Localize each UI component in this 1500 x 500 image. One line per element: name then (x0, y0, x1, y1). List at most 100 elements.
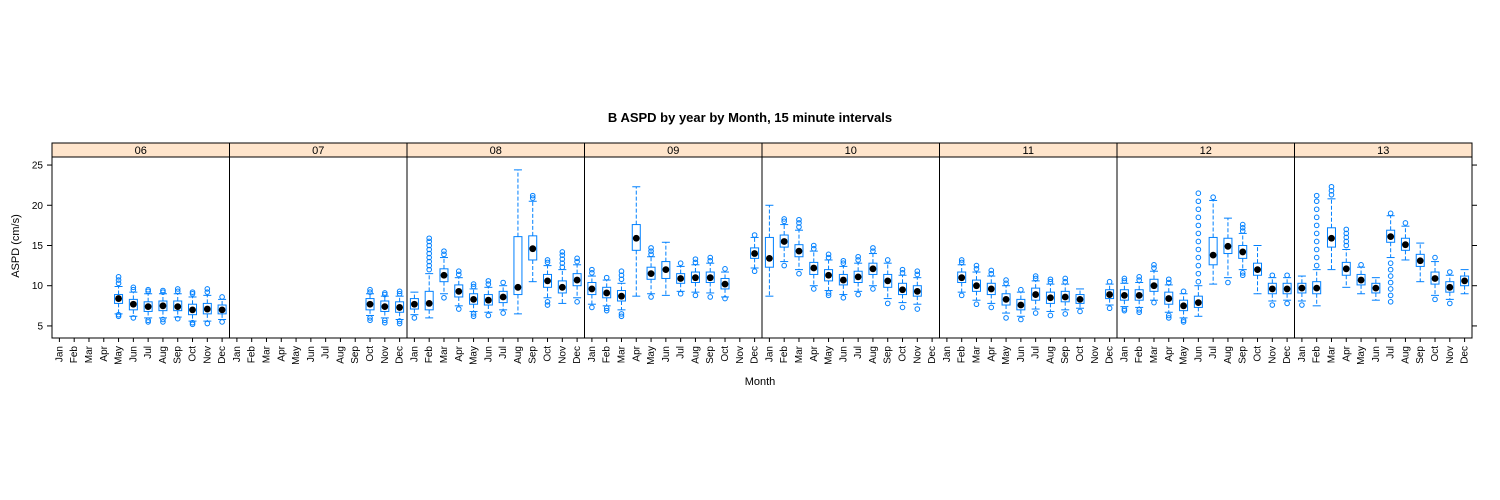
outlier-point (692, 256, 699, 262)
y-tick-label: 10 (32, 281, 44, 292)
x-tick-label: Jun (128, 346, 139, 362)
median-point (1017, 301, 1025, 309)
median-point (1224, 242, 1232, 250)
outlier-point (189, 321, 196, 328)
median-point (839, 276, 847, 284)
outlier-point (174, 288, 181, 295)
box (1208, 236, 1218, 266)
panel-strip-label: 11 (1023, 145, 1034, 157)
outlier-point (1165, 312, 1172, 319)
x-tick-label: Jul (143, 346, 154, 359)
outlier-point (1387, 260, 1394, 266)
x-tick-label: Oct (1430, 346, 1441, 362)
x-tick-label: Jul (853, 346, 864, 359)
outlier-point (145, 319, 151, 325)
x-tick-label: Dec (927, 346, 938, 364)
outlier-point (781, 216, 787, 222)
outlier-point (781, 218, 787, 225)
outlier-point (1328, 187, 1335, 194)
outlier-point (1343, 230, 1350, 237)
outlier-point (219, 294, 225, 300)
y-tick-label: 5 (37, 321, 43, 332)
outlier-point (485, 281, 492, 287)
x-tick-label: Nov (202, 346, 213, 364)
outlier-point (1328, 192, 1335, 198)
outlier-point (204, 289, 211, 295)
outlier-point (115, 277, 122, 283)
outlier-point (396, 318, 403, 324)
outlier-point (810, 245, 817, 252)
outlier-point (1018, 286, 1024, 293)
outlier-point (648, 248, 654, 254)
median-point (958, 274, 966, 282)
median-point (618, 292, 625, 300)
outlier-point (174, 286, 181, 292)
x-tick-label: Mar (261, 345, 272, 363)
x-tick-label: May (824, 346, 835, 365)
outlier-point (426, 246, 432, 253)
outlier-point (1136, 307, 1142, 313)
outlier-point (426, 250, 432, 257)
outlier-point (958, 257, 965, 263)
outlier-point (648, 245, 654, 251)
x-tick-label: Aug (868, 346, 879, 364)
median-point (1402, 241, 1409, 249)
x-tick-label: Feb (424, 346, 435, 364)
x-tick-label: Jul (1208, 346, 1219, 359)
x-tick-label: Jan (764, 346, 775, 362)
outlier-point (1284, 272, 1290, 279)
outlier-point (574, 255, 580, 262)
outlier-point (988, 270, 995, 277)
panel-frame (584, 156, 763, 339)
x-tick-label: Jan (409, 346, 420, 362)
x-tick-label: Apr (809, 345, 820, 361)
outlier-point (455, 271, 462, 278)
x-tick-label: Apr (276, 345, 287, 361)
panel-frame (1294, 156, 1473, 339)
median-point (1002, 295, 1010, 303)
outlier-point (1195, 230, 1202, 237)
x-tick-label: Aug (513, 346, 524, 364)
x-tick-label: Feb (957, 346, 968, 364)
outlier-point (1313, 206, 1320, 213)
outlier-point (692, 259, 699, 266)
outlier-point (1313, 246, 1320, 253)
x-tick-label: Dec (1105, 346, 1116, 364)
outlier-point (500, 279, 506, 286)
outlier-point (382, 319, 388, 326)
outlier-point (973, 301, 980, 308)
x-tick-label: Oct (188, 346, 199, 362)
outlier-point (426, 242, 432, 249)
outlier-point (219, 319, 225, 325)
x-tick-label: Sep (705, 346, 716, 364)
median-point (1283, 285, 1291, 293)
outlier-point (1313, 192, 1320, 199)
x-tick-label: Feb (779, 346, 790, 364)
y-tick-label: 25 (32, 161, 44, 172)
outlier-point (870, 248, 876, 254)
outlier-point (130, 284, 137, 291)
outlier-point (618, 313, 625, 320)
outlier-point (870, 245, 876, 251)
median-point (1461, 277, 1469, 285)
outlier-point (1195, 190, 1202, 196)
outlier-point (441, 294, 447, 301)
median-point (884, 277, 892, 285)
outlier-point (441, 248, 447, 254)
outlier-point (441, 251, 447, 258)
outlier-point (1121, 275, 1128, 282)
outlier-point (825, 292, 832, 299)
outlier-point (1343, 238, 1350, 245)
outlier-point (958, 292, 965, 299)
outlier-point (1387, 299, 1394, 305)
x-tick-label: Feb (69, 346, 80, 364)
x-tick-label: Jan (232, 346, 243, 362)
y-tick-label: 15 (32, 241, 44, 252)
median-point (662, 266, 670, 274)
x-tick-label: Oct (1253, 346, 1264, 362)
outlier-point (559, 252, 566, 258)
outlier-point (1313, 222, 1320, 229)
outlier-point (988, 304, 995, 311)
outlier-point (1003, 315, 1009, 321)
median-point (647, 270, 655, 278)
